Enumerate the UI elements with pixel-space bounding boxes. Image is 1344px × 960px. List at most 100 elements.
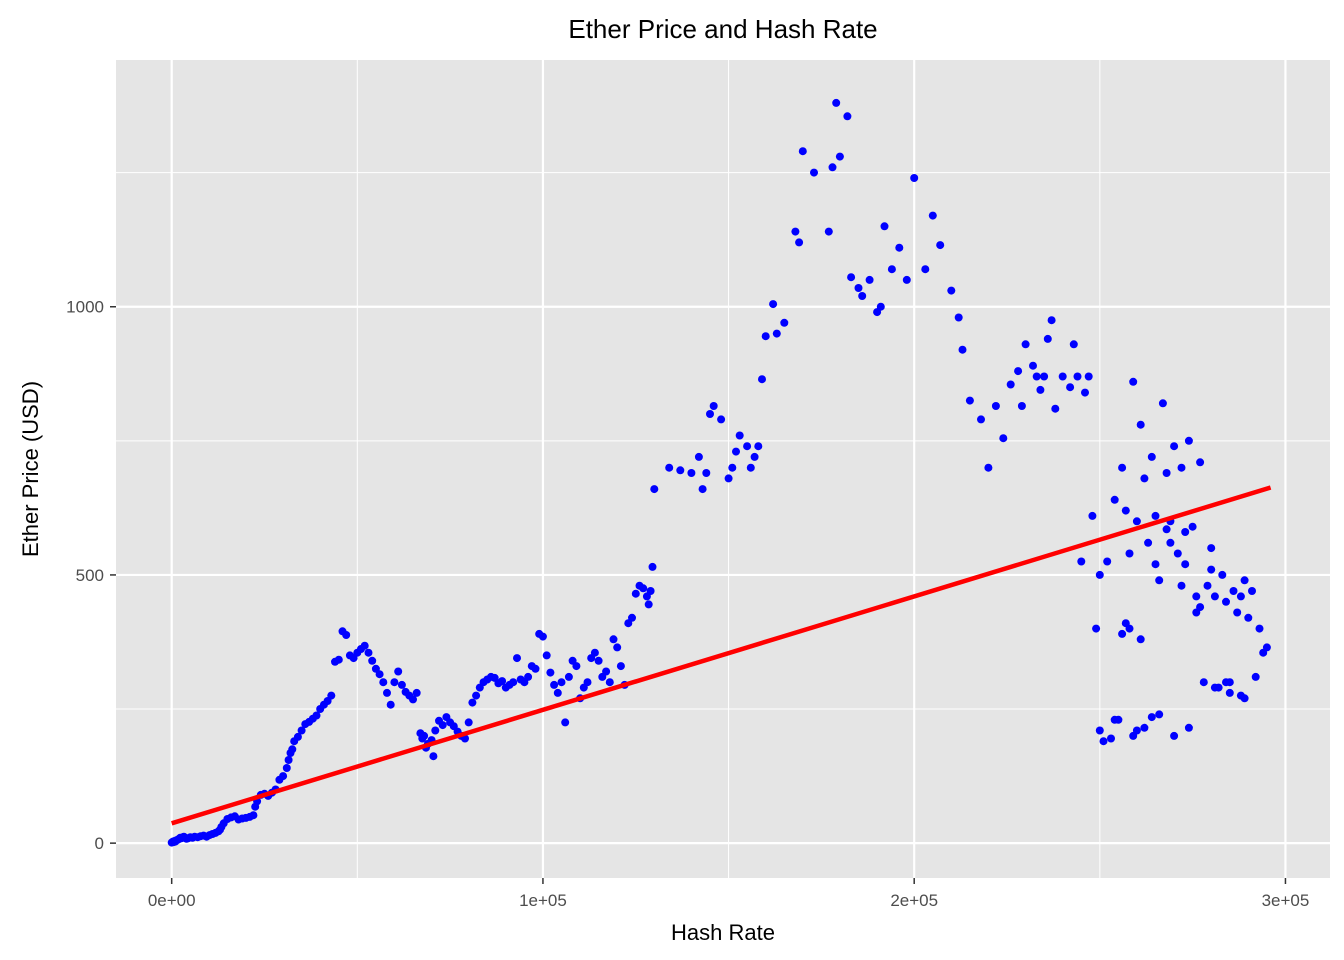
data-point: [1129, 377, 1138, 386]
data-point: [1103, 557, 1112, 566]
data-point: [1132, 517, 1141, 526]
data-point: [1021, 340, 1030, 349]
data-point: [1129, 731, 1138, 740]
data-point: [1218, 570, 1227, 579]
data-point: [1147, 452, 1156, 461]
data-point: [832, 98, 841, 107]
data-point: [1181, 560, 1190, 569]
data-point: [282, 764, 291, 772]
data-point: [609, 635, 618, 644]
data-point: [368, 656, 377, 665]
data-point: [902, 275, 911, 284]
data-point: [706, 410, 714, 418]
data-point: [954, 313, 963, 322]
data-point: [1084, 372, 1093, 381]
data-point: [550, 680, 559, 689]
x-tick-label: 0e+00: [148, 891, 196, 910]
data-point: [1199, 678, 1208, 687]
data-point: [1081, 388, 1089, 397]
data-point: [921, 265, 930, 274]
data-point: [1192, 592, 1201, 601]
data-point: [293, 732, 302, 741]
data-point: [648, 562, 657, 571]
data-point: [397, 680, 406, 689]
data-point: [1092, 624, 1101, 633]
data-point: [665, 463, 674, 472]
data-point: [780, 318, 789, 327]
data-point: [1255, 624, 1264, 633]
data-point: [546, 668, 555, 677]
major-gridlines: [116, 60, 1330, 878]
data-point: [249, 811, 258, 820]
data-point: [858, 292, 867, 300]
data-point: [605, 678, 614, 687]
data-point: [1158, 399, 1167, 408]
data-point: [1121, 506, 1130, 515]
data-point: [1144, 538, 1153, 547]
data-point: [1184, 723, 1193, 732]
data-point: [1088, 511, 1097, 520]
data-point: [754, 442, 763, 451]
data-point: [513, 654, 521, 663]
data-point: [728, 463, 737, 472]
data-point: [1162, 525, 1171, 534]
y-axis-ticks: 0 500 1000: [66, 298, 116, 853]
y-tick-label: 1000: [66, 298, 104, 317]
data-point: [810, 168, 818, 177]
data-point: [409, 695, 417, 704]
data-point: [1236, 592, 1245, 601]
x-tick-label: 2e+05: [890, 891, 938, 910]
data-point: [687, 469, 696, 477]
data-point: [936, 241, 945, 250]
data-point: [1121, 619, 1130, 628]
data-point: [761, 332, 770, 341]
data-point: [438, 721, 447, 730]
data-point: [1173, 549, 1182, 558]
data-point: [279, 772, 288, 781]
data-point: [1099, 737, 1108, 746]
data-point: [702, 469, 711, 477]
data-point: [639, 584, 648, 593]
data-point: [947, 286, 956, 295]
data-point: [1225, 688, 1234, 697]
data-point: [386, 700, 395, 709]
data-point: [1155, 710, 1164, 719]
data-point: [1244, 613, 1253, 622]
data-point: [1107, 734, 1115, 743]
data-point: [1040, 372, 1049, 381]
data-point: [824, 227, 833, 236]
data-point: [383, 688, 391, 697]
data-point: [1240, 694, 1249, 703]
data-point: [791, 227, 800, 236]
data-point: [390, 678, 399, 687]
data-point: [743, 442, 752, 451]
data-point: [1006, 380, 1015, 389]
data-point: [1051, 404, 1060, 413]
data-point: [429, 752, 438, 761]
data-point: [1047, 316, 1056, 325]
data-point: [876, 302, 885, 311]
data-point: [1229, 587, 1238, 595]
data-point: [1207, 544, 1216, 553]
data-point: [694, 452, 703, 461]
data-point: [464, 718, 473, 727]
data-point: [1036, 385, 1045, 394]
data-point: [676, 466, 685, 475]
data-point: [631, 589, 640, 598]
data-point: [991, 402, 1000, 410]
data-point: [854, 284, 863, 292]
data-point: [1151, 511, 1160, 520]
data-point: [1069, 340, 1078, 349]
data-point: [644, 600, 653, 609]
data-point: [1162, 469, 1171, 477]
data-point: [1095, 570, 1104, 579]
data-point: [394, 667, 403, 676]
data-point: [1233, 608, 1242, 617]
data-point: [798, 147, 807, 156]
data-point: [572, 662, 581, 671]
regression-line: [171, 485, 1272, 826]
data-point: [1125, 549, 1134, 558]
data-point: [828, 163, 837, 172]
data-point: [1110, 715, 1119, 724]
data-point: [1032, 372, 1041, 381]
